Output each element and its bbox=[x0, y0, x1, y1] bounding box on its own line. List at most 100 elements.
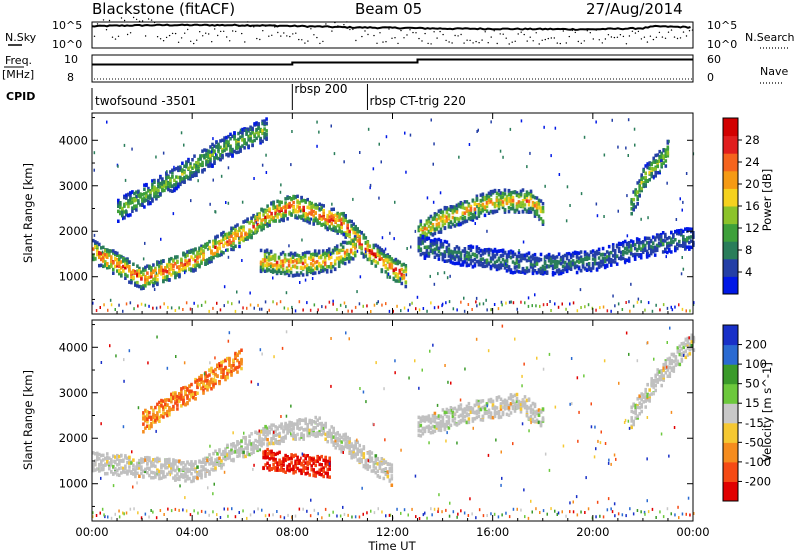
power-cell bbox=[254, 227, 257, 232]
power-noise bbox=[659, 308, 661, 312]
power-cell bbox=[92, 238, 95, 243]
power-cell bbox=[158, 264, 161, 268]
power-cell bbox=[140, 285, 143, 289]
velocity-cell bbox=[208, 472, 211, 476]
power-cell bbox=[668, 241, 671, 245]
power-cell bbox=[230, 240, 233, 245]
power-cell bbox=[625, 251, 629, 255]
power-noise bbox=[407, 308, 409, 312]
power-cell bbox=[127, 192, 130, 197]
velocity-cell bbox=[134, 468, 137, 473]
power-cell bbox=[288, 196, 291, 200]
power-cell bbox=[162, 259, 165, 263]
velocity-cell bbox=[248, 441, 251, 445]
power-noise bbox=[569, 302, 571, 306]
power-speckle bbox=[671, 308, 674, 312]
power-cell bbox=[386, 254, 390, 259]
n-search-point bbox=[400, 29, 402, 32]
power-cell bbox=[664, 159, 668, 163]
power-speckle bbox=[300, 209, 302, 213]
power-cell bbox=[235, 150, 238, 155]
velocity-cell bbox=[144, 408, 147, 413]
power-speckle bbox=[477, 128, 479, 132]
n-search-point bbox=[481, 39, 483, 41]
velocity-cell bbox=[308, 428, 311, 433]
velocity-cell bbox=[354, 452, 357, 456]
velocity-cell bbox=[214, 466, 217, 470]
power-cell bbox=[617, 249, 621, 254]
power-speckle bbox=[352, 197, 354, 201]
velocity-cell bbox=[184, 467, 187, 471]
power-cell bbox=[239, 135, 242, 140]
velocity-cell bbox=[226, 443, 229, 448]
power-cell bbox=[577, 260, 581, 264]
power-cell bbox=[181, 161, 184, 165]
n-search-point bbox=[409, 29, 411, 31]
velocity-cell bbox=[384, 471, 388, 476]
velocity-cell bbox=[218, 456, 221, 460]
power-cell bbox=[640, 188, 643, 193]
power-cell bbox=[347, 252, 351, 257]
power-speckle bbox=[490, 120, 492, 124]
n-search-point bbox=[187, 28, 189, 31]
velocity-cell bbox=[116, 463, 119, 467]
power-cell bbox=[533, 195, 537, 200]
velocity-cell bbox=[144, 415, 147, 419]
power-cell bbox=[493, 201, 497, 206]
power-cell bbox=[127, 202, 130, 206]
power-cell bbox=[195, 166, 198, 171]
power-cell bbox=[463, 211, 467, 215]
power-colorbar-swatch bbox=[723, 258, 738, 277]
n-search-point bbox=[496, 42, 498, 45]
power-cell bbox=[396, 261, 400, 266]
velocity-cell bbox=[326, 433, 329, 437]
power-cell bbox=[268, 209, 271, 213]
power-noise bbox=[614, 304, 616, 308]
power-cell bbox=[127, 204, 130, 209]
power-cell bbox=[609, 260, 613, 264]
power-cell bbox=[214, 241, 217, 245]
power-cell bbox=[223, 138, 226, 143]
n-search-point bbox=[349, 28, 351, 31]
velocity-cell bbox=[160, 469, 163, 474]
power-cell bbox=[150, 272, 153, 276]
power-cell bbox=[666, 141, 670, 145]
power-cell bbox=[607, 244, 611, 249]
power-cell bbox=[301, 273, 305, 277]
power-cell bbox=[686, 227, 689, 231]
power-cell bbox=[623, 250, 627, 255]
power-cell bbox=[213, 161, 216, 165]
power-cell bbox=[495, 252, 499, 256]
power-cell bbox=[451, 252, 455, 256]
power-cell bbox=[666, 250, 669, 255]
power-cell bbox=[469, 208, 473, 213]
power-cell bbox=[497, 256, 501, 260]
power-cell bbox=[125, 201, 128, 206]
power-cell bbox=[599, 253, 603, 257]
power-speckle bbox=[485, 298, 487, 302]
velocity-cell bbox=[264, 434, 267, 439]
power-cell bbox=[326, 218, 329, 223]
power-cell bbox=[561, 270, 565, 274]
power-cell bbox=[645, 236, 649, 241]
power-cell bbox=[332, 228, 335, 232]
velocity-cell bbox=[148, 411, 151, 415]
velocity-cell bbox=[374, 466, 378, 470]
power-cell bbox=[332, 214, 335, 218]
power-cell bbox=[233, 149, 236, 154]
power-cell bbox=[329, 265, 333, 269]
power-cell bbox=[593, 262, 597, 266]
velocity-cell bbox=[152, 464, 155, 468]
velocity-cell bbox=[352, 453, 355, 457]
power-cell bbox=[261, 119, 264, 124]
power-cell bbox=[483, 213, 487, 218]
power-cell bbox=[479, 263, 483, 267]
velocity-cell bbox=[204, 474, 207, 478]
power-cell bbox=[495, 267, 499, 272]
velocity-cell bbox=[116, 453, 119, 458]
power-cell bbox=[254, 215, 257, 219]
velocity-cell bbox=[242, 450, 245, 455]
power-speckle bbox=[380, 160, 382, 164]
power-cell bbox=[658, 159, 661, 163]
power-cell bbox=[309, 270, 313, 275]
